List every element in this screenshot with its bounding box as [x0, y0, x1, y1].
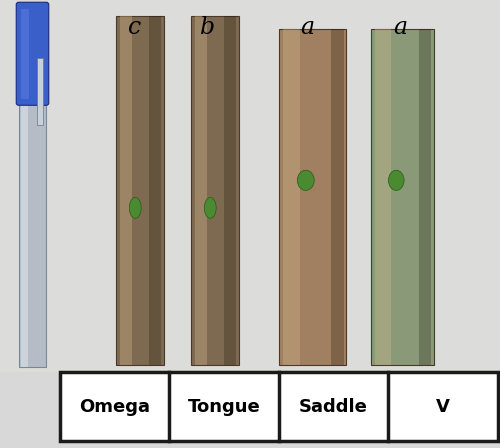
- Bar: [19, 103, 46, 367]
- Bar: [283, 29, 300, 365]
- Bar: [419, 29, 431, 365]
- FancyBboxPatch shape: [16, 2, 49, 105]
- Text: a: a: [393, 16, 407, 39]
- Bar: [279, 29, 346, 365]
- Ellipse shape: [388, 170, 404, 190]
- Text: Tongue: Tongue: [188, 397, 260, 416]
- Bar: [21, 9, 29, 99]
- Ellipse shape: [204, 198, 216, 218]
- Bar: [120, 16, 132, 365]
- Text: b: b: [200, 16, 215, 39]
- Text: Omega: Omega: [79, 397, 150, 416]
- Bar: [375, 29, 391, 365]
- Bar: [371, 29, 434, 365]
- Bar: [224, 16, 236, 365]
- Text: V: V: [436, 397, 450, 416]
- Bar: [60, 372, 498, 441]
- Ellipse shape: [298, 170, 314, 190]
- Bar: [195, 16, 207, 365]
- Bar: [149, 16, 161, 365]
- Text: Saddle: Saddle: [299, 397, 368, 416]
- Bar: [21, 103, 28, 367]
- Bar: [191, 16, 239, 365]
- Bar: [331, 29, 344, 365]
- Bar: [37, 58, 44, 125]
- Ellipse shape: [130, 198, 141, 218]
- Text: a: a: [300, 16, 314, 39]
- Bar: [116, 16, 164, 365]
- Text: c: c: [128, 16, 141, 39]
